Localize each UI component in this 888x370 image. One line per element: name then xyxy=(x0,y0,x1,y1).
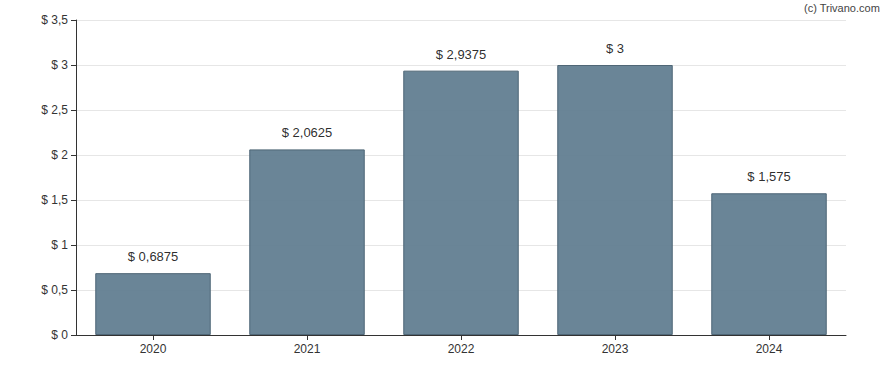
svg-text:$ 2,9375: $ 2,9375 xyxy=(436,47,487,62)
svg-text:(c) Trivano.com: (c) Trivano.com xyxy=(804,2,880,14)
svg-text:$ 0,6875: $ 0,6875 xyxy=(128,249,179,264)
svg-text:2022: 2022 xyxy=(448,342,475,356)
svg-text:$ 1: $ 1 xyxy=(51,238,68,252)
svg-text:$ 2,5: $ 2,5 xyxy=(41,103,68,117)
svg-text:$ 1,5: $ 1,5 xyxy=(41,193,68,207)
svg-text:2023: 2023 xyxy=(602,342,629,356)
svg-text:$ 0,5: $ 0,5 xyxy=(41,283,68,297)
svg-text:$ 2,0625: $ 2,0625 xyxy=(282,125,333,140)
svg-text:2021: 2021 xyxy=(294,342,321,356)
svg-text:$ 2: $ 2 xyxy=(51,148,68,162)
svg-text:$ 3,5: $ 3,5 xyxy=(41,13,68,27)
svg-text:2024: 2024 xyxy=(756,342,783,356)
svg-text:$ 3: $ 3 xyxy=(51,58,68,72)
svg-text:$ 1,575: $ 1,575 xyxy=(747,169,790,184)
svg-text:2020: 2020 xyxy=(140,342,167,356)
svg-text:$ 3: $ 3 xyxy=(606,41,624,56)
svg-text:$ 0: $ 0 xyxy=(51,328,68,342)
